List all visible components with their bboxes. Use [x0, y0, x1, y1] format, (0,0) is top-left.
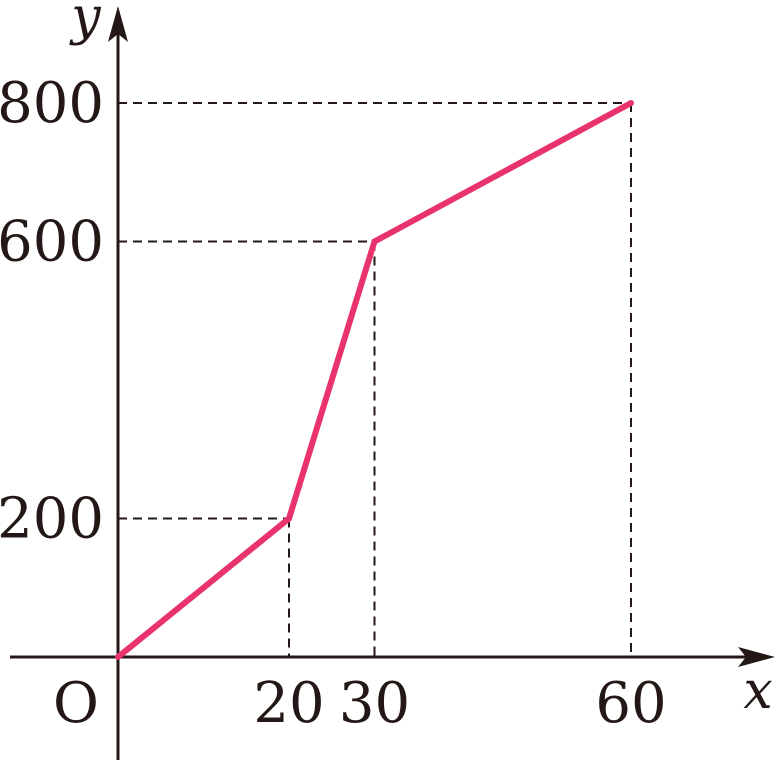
origin-label: O	[53, 671, 99, 736]
y-tick-label: 600	[0, 210, 104, 275]
data-point	[371, 238, 378, 245]
data-point	[286, 515, 292, 522]
x-tick-label: 30	[339, 671, 410, 736]
y-tick-label: 800	[0, 71, 104, 136]
x-tick-label: 20	[253, 671, 324, 736]
data-point	[115, 654, 121, 660]
data-points	[115, 100, 634, 660]
data-series-line	[116, 100, 633, 660]
y-axis-arrow	[108, 6, 128, 42]
x-tick-label: 60	[595, 671, 666, 736]
tick-labels: 20 30 60 200 600 800	[0, 71, 667, 736]
x-axis-arrow	[738, 647, 775, 667]
y-tick-label: 200	[0, 487, 104, 552]
dashed-guides	[118, 102, 632, 657]
x-axis-label: x	[743, 661, 772, 721]
data-point	[628, 100, 634, 106]
y-axis-label: y	[69, 0, 101, 47]
axes	[10, 6, 775, 760]
